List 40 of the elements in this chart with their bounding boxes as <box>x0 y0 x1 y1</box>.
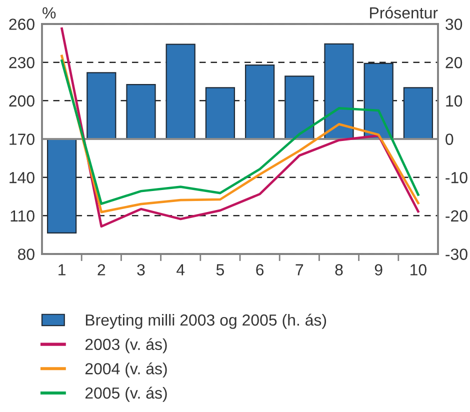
y-tick-label: 260 <box>9 18 34 30</box>
y2-tick-label: 30 <box>446 18 462 30</box>
y2-tick-label: -20 <box>446 210 468 222</box>
x-tick-label: 1 <box>58 264 66 276</box>
y2-tick-label: 0 <box>446 134 454 145</box>
y-tick-label: 110 <box>10 210 34 222</box>
legend-label: 2003 (v. ás) <box>85 338 167 354</box>
y-tick-label: 80 <box>18 248 34 260</box>
y2-tick-label: -30 <box>446 248 468 260</box>
y2-tick-label: 10 <box>446 95 462 107</box>
line-series <box>60 27 420 228</box>
bar <box>403 87 434 140</box>
x-tick-label: 3 <box>137 264 145 276</box>
x-tick-label: 9 <box>374 264 382 276</box>
bar <box>126 84 156 140</box>
legend-label: 2005 (v. ás) <box>85 386 167 402</box>
x-tick-label: 7 <box>296 264 304 276</box>
y2-tick-label: 20 <box>446 56 462 68</box>
bar <box>284 76 314 140</box>
legend-label: 2004 (v. ás) <box>85 362 167 378</box>
bar <box>46 138 77 234</box>
bar <box>205 87 236 140</box>
y-tick-label: 140 <box>10 172 34 184</box>
x-tick-label: 5 <box>216 264 224 276</box>
y2-tick-label: -10 <box>446 172 468 184</box>
y-tick-label: 200 <box>9 95 34 107</box>
y2-axis-title: Prósentur <box>370 6 438 19</box>
y-tick-label: 170 <box>10 134 34 145</box>
bar <box>324 43 354 140</box>
x-tick-label: 2 <box>98 264 106 276</box>
x-tick-label: 6 <box>256 264 264 276</box>
x-tick-label: 8 <box>335 264 343 276</box>
bar <box>86 72 116 140</box>
bar <box>244 64 275 140</box>
x-tick-label: 10 <box>410 264 426 276</box>
y-axis-title: % <box>42 7 56 18</box>
bar <box>166 44 196 140</box>
y-tick-label: 230 <box>9 56 34 68</box>
legend-label: Breyting milli 2003 og 2005 (h. ás) <box>86 314 326 329</box>
x-tick-label: 4 <box>176 264 185 276</box>
